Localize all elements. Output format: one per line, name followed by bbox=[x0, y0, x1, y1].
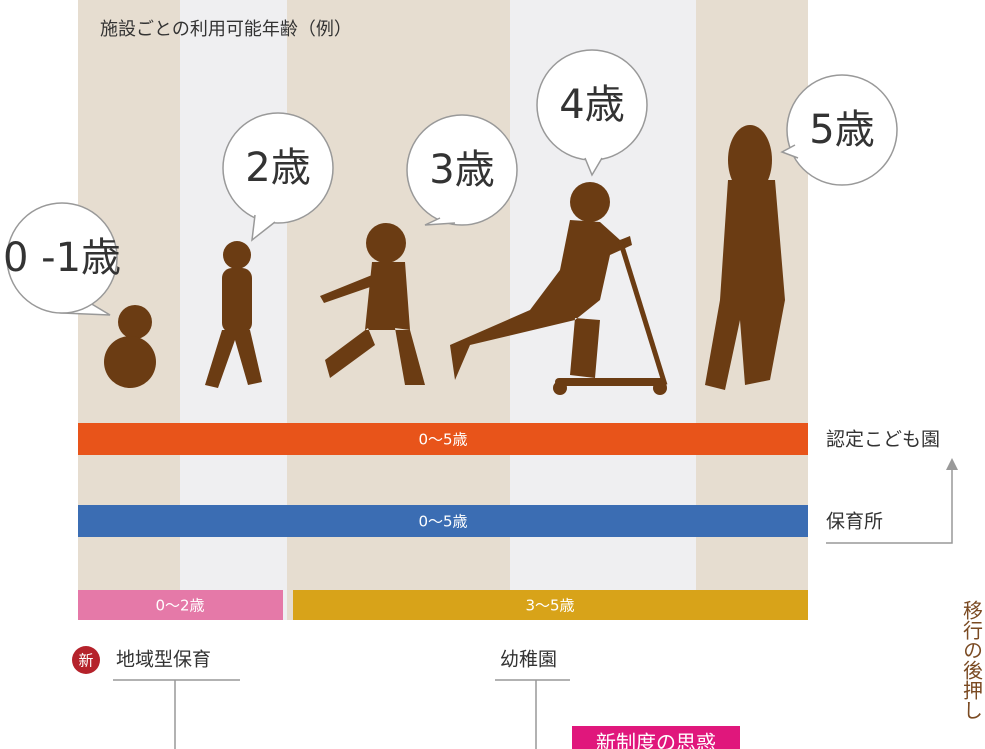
age-label: 2歳 bbox=[245, 145, 310, 191]
age-label: 0 -1歳 bbox=[3, 235, 121, 281]
arrow-head bbox=[946, 458, 958, 470]
callout: 新制度の思惑 bbox=[596, 731, 716, 749]
bar-label: 0〜2歳 bbox=[155, 597, 204, 615]
side-note: 移行の後押し bbox=[960, 600, 984, 720]
facility-label: 地域型保育 bbox=[116, 649, 211, 671]
age-label: 5歳 bbox=[809, 107, 874, 153]
facility-label: 認定こども園 bbox=[826, 429, 940, 451]
connector bbox=[113, 680, 240, 749]
bar-label: 3〜5歳 bbox=[525, 597, 574, 615]
title: 施設ごとの利用可能年齢（例） bbox=[100, 19, 352, 40]
age-label: 4歳 bbox=[559, 82, 624, 128]
bar-label: 0〜5歳 bbox=[418, 513, 467, 531]
connector bbox=[495, 680, 570, 749]
facility-label: 保育所 bbox=[826, 511, 883, 533]
age-label: 3歳 bbox=[429, 147, 494, 193]
infographic: 施設ごとの利用可能年齢（例） 0 -1歳 2歳 3歳 4歳 5歳 0〜5歳 認定… bbox=[0, 0, 985, 749]
new-badge-text: 新 bbox=[78, 652, 93, 670]
bar-label: 0〜5歳 bbox=[418, 431, 467, 449]
facility-label: 幼稚園 bbox=[500, 649, 557, 671]
